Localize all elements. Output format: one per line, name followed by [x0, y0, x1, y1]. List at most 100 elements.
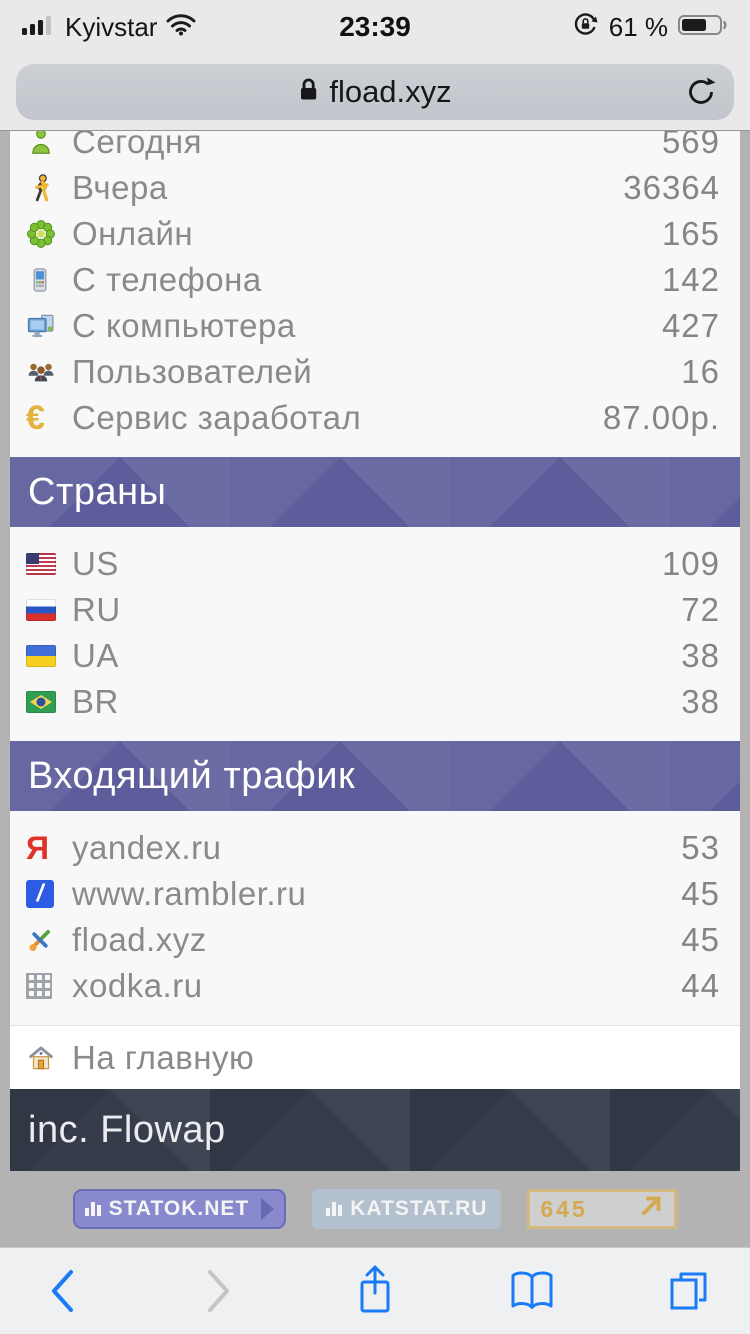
address-bar[interactable]: fload.xyz — [16, 64, 734, 120]
footer-credit-link[interactable]: inc. Flowap — [10, 1089, 740, 1171]
carrier-label: Kyivstar — [65, 11, 158, 42]
traffic-row-yandex[interactable]: Я yandex.ru 53 — [10, 825, 740, 871]
country-value: 109 — [661, 545, 720, 582]
katstat-label: KATSTAT.RU — [350, 1197, 488, 1220]
country-code: UA — [72, 637, 119, 674]
tabs-button[interactable] — [660, 1263, 716, 1319]
page-content: Сегодня 569 Вчера 36364 — [10, 131, 740, 1171]
country-row-us: US 109 — [10, 541, 740, 587]
section-header-traffic: Входящий трафик — [10, 741, 740, 811]
country-row-br: BR 38 — [10, 679, 740, 725]
stat-row-yesterday: Вчера 36364 — [10, 165, 740, 211]
back-button[interactable] — [34, 1263, 90, 1319]
wifi-icon — [166, 13, 196, 41]
traffic-label: xodka.ru — [72, 967, 203, 1004]
country-code: US — [72, 545, 119, 582]
traffic-value: 53 — [681, 829, 720, 866]
ua-flag-icon — [26, 645, 72, 667]
traffic-label: fload.xyz — [72, 921, 207, 958]
stat-label: Сегодня — [72, 131, 202, 160]
country-code: BR — [72, 683, 119, 720]
rambler-icon: / — [26, 880, 72, 908]
stat-row-online: Онлайн 165 — [10, 211, 740, 257]
chevron-right-icon — [261, 1198, 275, 1220]
ru-flag-icon — [26, 599, 72, 621]
stat-row-earned: € Сервис заработал 87.00р. — [10, 395, 740, 441]
stat-value: 427 — [661, 307, 720, 344]
traffic-value: 45 — [681, 875, 720, 912]
counter-value: 645 — [540, 1195, 588, 1222]
stat-value: 165 — [661, 215, 720, 252]
countries-card: US 109 RU 72 UA 38 BR 38 — [10, 527, 740, 741]
stat-label: Сервис заработал — [72, 399, 362, 436]
stat-label: Онлайн — [72, 215, 194, 252]
yandex-icon: Я — [26, 829, 49, 866]
stat-row-today: Сегодня 569 — [10, 131, 740, 165]
counter-badges-row: STATOK.NET KATSTAT.RU 645 — [0, 1171, 750, 1247]
stat-value: 142 — [661, 261, 720, 298]
bar-chart-icon — [326, 1202, 343, 1216]
walking-man-icon — [26, 173, 72, 203]
traffic-row-fload[interactable]: fload.xyz 45 — [10, 917, 740, 963]
statok-label: STATOK.NET — [108, 1197, 250, 1220]
stat-label: Пользователей — [72, 353, 313, 390]
br-flag-icon — [26, 691, 72, 713]
reload-icon[interactable] — [684, 75, 718, 109]
country-value: 38 — [681, 683, 720, 720]
computer-icon — [26, 311, 72, 341]
home-icon — [26, 1043, 72, 1073]
traffic-row-xodka[interactable]: xodka.ru 44 — [10, 963, 740, 1009]
stat-value: 569 — [661, 131, 720, 160]
country-row-ua: UA 38 — [10, 633, 740, 679]
stat-value: 87.00р. — [602, 399, 720, 436]
hit-counter-badge[interactable]: 645 — [527, 1189, 678, 1229]
traffic-value: 44 — [681, 967, 720, 1004]
summary-stats-card: Сегодня 569 Вчера 36364 — [10, 131, 740, 457]
rotation-lock-icon — [572, 11, 599, 43]
home-link[interactable]: На главную — [10, 1025, 740, 1089]
battery-icon — [678, 13, 728, 42]
grid-icon — [26, 973, 72, 999]
clock-label: 23:39 — [339, 11, 411, 42]
traffic-label: yandex.ru — [72, 829, 222, 866]
statok-badge[interactable]: STATOK.NET — [72, 1189, 287, 1229]
country-value: 38 — [681, 637, 720, 674]
traffic-value: 45 — [681, 921, 720, 958]
traffic-card: Я yandex.ru 53 / www.rambler.ru 45 fload — [10, 811, 740, 1025]
stat-row-computer: С компьютера 427 — [10, 303, 740, 349]
icq-flower-icon — [26, 219, 72, 249]
stat-row-phone: С телефона 142 — [10, 257, 740, 303]
bar-chart-icon — [84, 1202, 101, 1216]
country-value: 72 — [681, 591, 720, 628]
share-button[interactable] — [347, 1263, 403, 1319]
forward-button[interactable] — [191, 1263, 247, 1319]
url-label: fload.xyz — [329, 74, 452, 109]
safari-toolbar — [0, 1247, 750, 1334]
green-person-icon — [26, 131, 72, 157]
stat-label: С компьютера — [72, 307, 296, 344]
country-row-ru: RU 72 — [10, 587, 740, 633]
stat-value: 36364 — [623, 169, 720, 206]
stat-label: С телефона — [72, 261, 262, 298]
stat-value: 16 — [681, 353, 720, 390]
status-bar: Kyivstar 23:39 61 % — [0, 0, 750, 54]
section-header-countries: Страны — [10, 457, 740, 527]
traffic-row-rambler[interactable]: / www.rambler.ru 45 — [10, 871, 740, 917]
us-flag-icon — [26, 553, 72, 575]
mobile-phone-icon — [26, 265, 72, 295]
lock-icon — [298, 76, 319, 108]
euro-icon: € — [26, 398, 45, 437]
users-group-icon — [26, 357, 72, 387]
signal-bars-icon — [22, 14, 56, 41]
country-code: RU — [72, 591, 121, 628]
home-label: На главную — [72, 1038, 255, 1076]
katstat-badge[interactable]: KATSTAT.RU — [312, 1189, 502, 1229]
traffic-label: www.rambler.ru — [72, 875, 307, 912]
fload-favicon-icon — [26, 926, 72, 954]
stat-row-users: Пользователей 16 — [10, 349, 740, 395]
arrow-up-right-icon — [638, 1193, 664, 1225]
battery-percent-label: 61 % — [608, 11, 668, 42]
stat-label: Вчера — [72, 169, 168, 206]
safari-header: Kyivstar 23:39 61 % — [0, 0, 750, 131]
bookmarks-button[interactable] — [504, 1263, 560, 1319]
